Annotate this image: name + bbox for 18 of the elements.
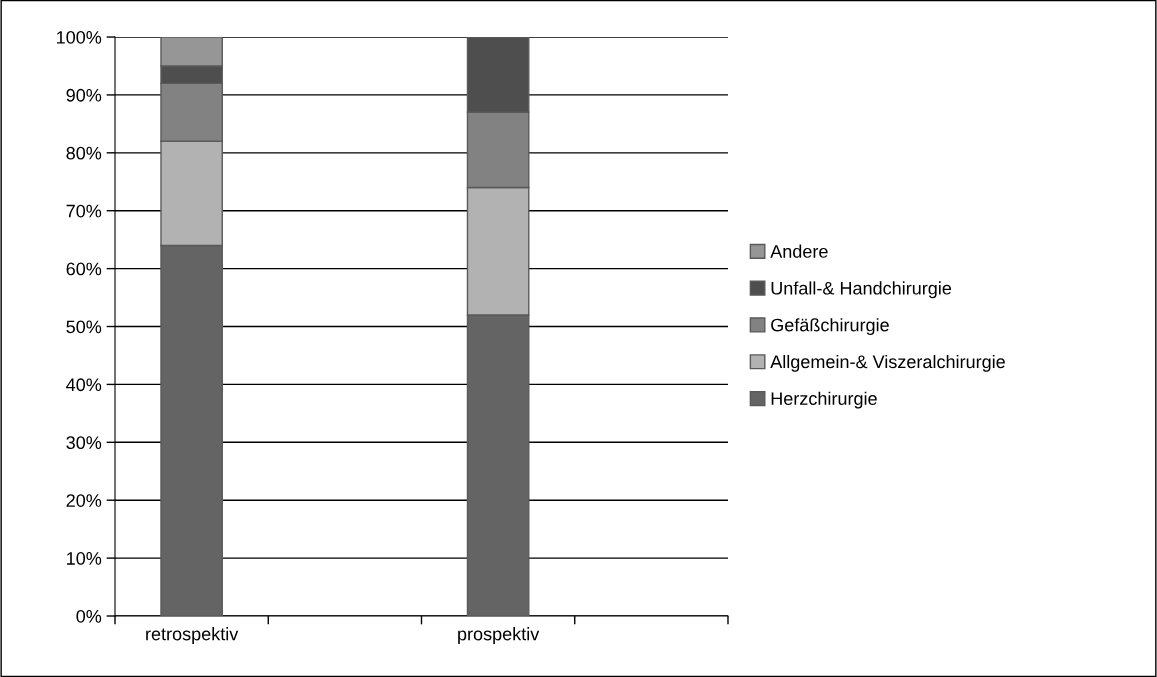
legend-label: Unfall-& Handchirurgie	[771, 281, 952, 299]
y-tick-label: 60%	[66, 262, 102, 276]
legend-label: Allgemein-& Viszeralchirurgie	[770, 354, 1005, 372]
y-tick-label: 80%	[66, 146, 102, 160]
y-tick-label: 40%	[66, 378, 102, 392]
y-tick-label: 30%	[66, 436, 102, 450]
y-tick-label: 90%	[66, 88, 102, 102]
y-tick-label: 0%	[76, 609, 102, 623]
y-tick-label: 50%	[66, 320, 102, 334]
y-tick-label: 20%	[66, 494, 102, 507]
legend-label: Herzchirurgie	[771, 391, 877, 409]
legend-label: Andere	[770, 244, 828, 258]
y-tick-label: 70%	[66, 204, 102, 218]
y-tick-label: 10%	[67, 552, 102, 565]
x-tick-label: prospektiv	[458, 627, 540, 644]
y-tick-label: 100%	[57, 30, 102, 44]
legend-label: Gefäßchirurgie	[771, 318, 889, 335]
x-tick-label: retrospektiv	[146, 627, 239, 644]
